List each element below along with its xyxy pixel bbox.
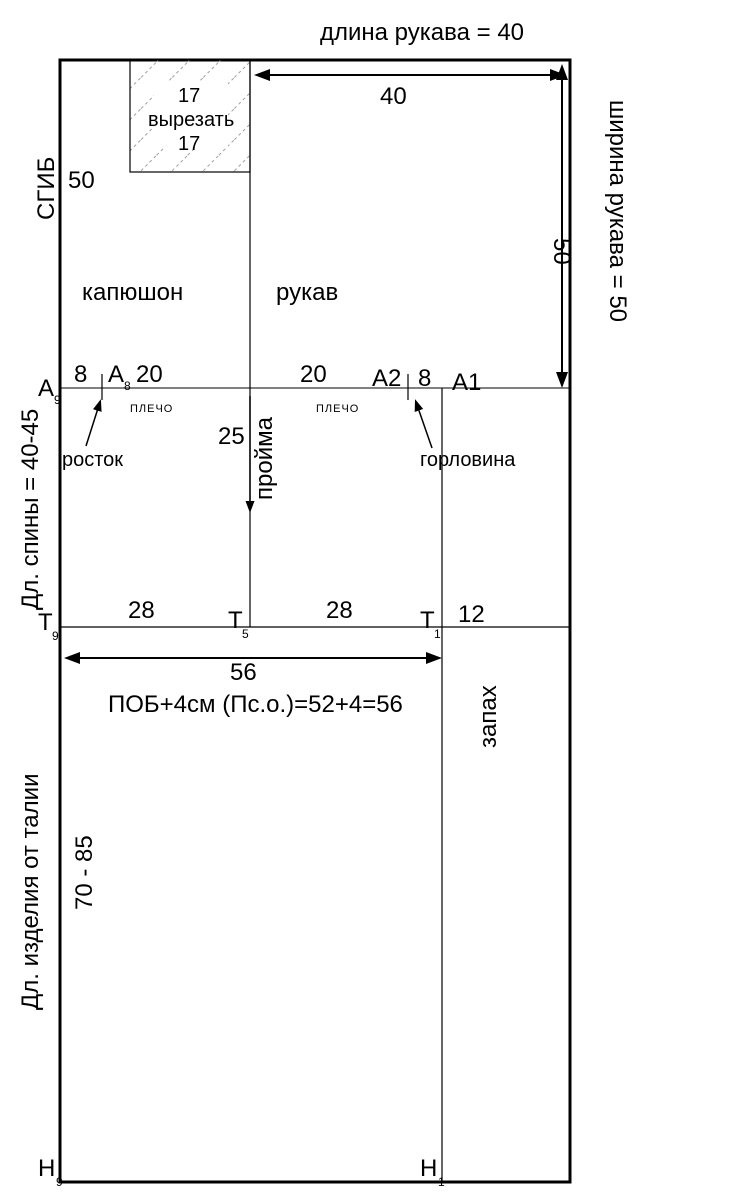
gorlovina-label: горловина <box>420 449 516 471</box>
val-50-side: 50 <box>548 238 575 265</box>
skirt-length-val: 70 - 85 <box>71 835 98 910</box>
A8: А <box>108 361 124 388</box>
dim-28-a: 28 <box>128 597 155 624</box>
back-length: Дл. спины = 40-45 <box>17 409 44 610</box>
H1: Н <box>420 1155 437 1182</box>
cut-word: вырезать <box>148 109 234 131</box>
A2: А2 <box>372 365 401 392</box>
T9: Т <box>38 609 53 636</box>
H9-sub: 9 <box>56 1175 63 1189</box>
dim-28-b: 28 <box>326 597 353 624</box>
T1: Т <box>420 607 435 634</box>
dim-56: 56 <box>230 659 257 686</box>
armhole-word: пройма <box>251 416 278 500</box>
pob-formula: ПОБ+4см (Пс.о.)=52+4=56 <box>108 691 403 718</box>
wrap-label: запах <box>475 685 502 748</box>
sleeve-label: рукав <box>276 279 338 306</box>
armhole-25: 25 <box>218 423 245 450</box>
T9-sub: 9 <box>52 629 59 643</box>
skirt-length-label: Дл. изделия от талии <box>17 774 44 1010</box>
shoulder-right: ПЛЕЧО <box>316 403 359 415</box>
rostok-arrow-icon <box>86 402 100 446</box>
pattern-diagram: 17 вырезать 17 длина рукава = 40 40 50 ш… <box>0 0 734 1200</box>
T1-sub: 1 <box>434 627 441 641</box>
fold-label: СГИБ <box>33 157 60 220</box>
val-40: 40 <box>380 83 407 110</box>
T5: Т <box>228 607 243 634</box>
sleeve-side-label: ширина рукава = 50 <box>604 100 631 322</box>
gorlovina-arrow-icon <box>416 402 432 448</box>
dim-12: 12 <box>458 601 485 628</box>
H9: Н <box>38 1155 55 1182</box>
T5-sub: 5 <box>242 627 249 641</box>
fifty-inside: 50 <box>68 167 95 194</box>
cut-top-17: 17 <box>178 85 200 107</box>
A9: А <box>38 375 54 402</box>
dim-20-left: 20 <box>136 361 163 388</box>
title-top: длина рукава = 40 <box>320 19 524 46</box>
H1-sub: 1 <box>438 1175 445 1189</box>
cut-bottom-17: 17 <box>178 133 200 155</box>
hood-label: капюшон <box>82 279 183 306</box>
rostok-label: росток <box>62 449 123 471</box>
eight-left: 8 <box>74 361 87 388</box>
A8-sub: 8 <box>124 379 131 393</box>
shoulder-left: ПЛЕЧО <box>130 403 173 415</box>
A1: А1 <box>452 369 481 396</box>
A9-sub: 9 <box>54 393 61 407</box>
eight-right: 8 <box>418 365 431 392</box>
dim-20-right: 20 <box>300 361 327 388</box>
